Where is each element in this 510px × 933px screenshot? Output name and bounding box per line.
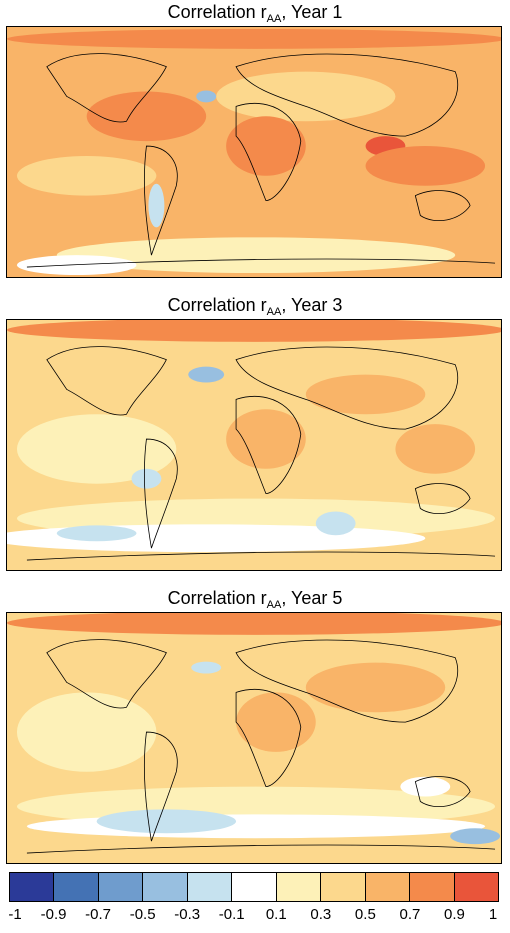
- panel-title: Correlation rAA, Year 5: [167, 588, 343, 611]
- colorbar-tick-label: -0.9: [40, 906, 67, 923]
- colorbar-cell: [410, 873, 455, 901]
- colorbar-cell: [454, 873, 498, 901]
- panel-title: Correlation rAA, Year 1: [167, 2, 343, 25]
- colorbar-tick-label: 0.3: [310, 906, 332, 923]
- colorbar-cell: [98, 873, 144, 901]
- colorbar-tick-label: 0.5: [354, 906, 376, 923]
- panel-year-3: Correlation rAA, Year 3: [0, 293, 510, 575]
- correlation-map: [6, 319, 502, 571]
- colorbar-tick-label: 0.7: [399, 906, 421, 923]
- panel-year-5: Correlation rAA, Year 5: [0, 586, 510, 868]
- correlation-map: [6, 612, 502, 864]
- map-svg: [7, 27, 501, 277]
- colorbar-cell: [54, 873, 99, 901]
- colorbar-tick-label: -0.5: [129, 906, 156, 923]
- colorbar-tick-label: -1: [8, 906, 22, 923]
- colorbar-cell: [365, 873, 411, 901]
- colorbar: -1 -0.9 -0.7 -0.5 -0.3 -0.1 0.1 0.3 0.5 0.7 0.9 1: [8, 872, 499, 932]
- panel-year-1: Correlation rAA, Year 1: [0, 0, 510, 282]
- colorbar-cell: [143, 873, 188, 901]
- colorbar-cell: [10, 873, 55, 901]
- colorbar-cells: [9, 872, 499, 902]
- colorbar-cell: [321, 873, 366, 901]
- panel-title: Correlation rAA, Year 3: [167, 295, 343, 318]
- colorbar-cell: [276, 873, 322, 901]
- colorbar-tick-label: -0.3: [174, 906, 201, 923]
- colorbar-cell: [187, 873, 233, 901]
- colorbar-tick-label: -0.7: [85, 906, 112, 923]
- map-svg: [7, 320, 501, 570]
- colorbar-tick-label: 0.1: [265, 906, 287, 923]
- colorbar-cell: [232, 873, 277, 901]
- colorbar-tick-label: 0.9: [444, 906, 465, 923]
- map-svg: [7, 613, 501, 863]
- colorbar-tick-label: -0.1: [218, 906, 245, 923]
- colorbar-tick-label: 1: [488, 906, 498, 923]
- correlation-map: [6, 26, 502, 278]
